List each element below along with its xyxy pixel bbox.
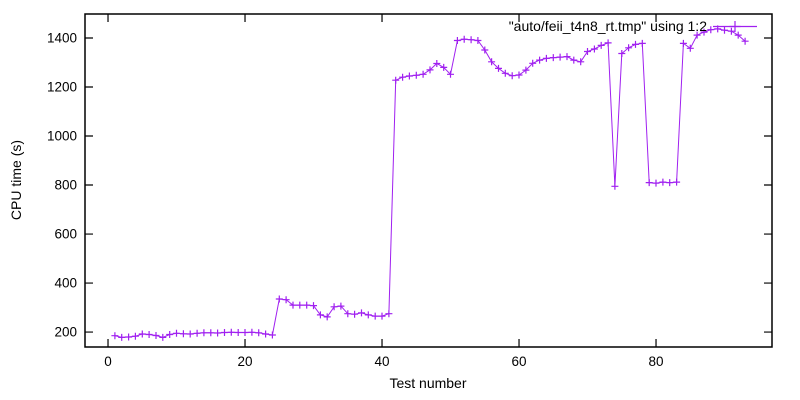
y-tick-label: 400	[54, 276, 77, 291]
y-axis-label: CPU time (s)	[8, 140, 24, 220]
y-axis-tick-labels: 200 400 600 800 1000 1200 1400	[47, 31, 77, 340]
data-point-markers	[111, 25, 749, 341]
x-axis-tick-labels: 0 20 40 60 80	[104, 354, 663, 369]
legend-key-plus-marker	[729, 21, 741, 32]
y-tick-label: 1400	[47, 31, 77, 46]
tick-marks	[85, 14, 772, 347]
axis-ticks	[85, 14, 772, 347]
x-tick-label: 40	[375, 354, 390, 369]
x-axis-label: Test number	[389, 375, 466, 391]
legend: "auto/feii_t4n8_rt.tmp" using 1:2	[509, 18, 757, 34]
y-tick-label: 1200	[47, 80, 77, 95]
y-tick-label: 200	[54, 325, 77, 340]
x-tick-label: 20	[238, 354, 253, 369]
x-tick-label: 80	[649, 354, 664, 369]
plot-border	[84, 13, 773, 348]
x-tick-label: 60	[512, 354, 527, 369]
y-tick-label: 800	[54, 178, 77, 193]
legend-label: "auto/feii_t4n8_rt.tmp" using 1:2	[509, 18, 707, 34]
x-tick-label: 0	[104, 354, 112, 369]
y-tick-label: 600	[54, 227, 77, 242]
y-tick-label: 1000	[47, 129, 77, 144]
